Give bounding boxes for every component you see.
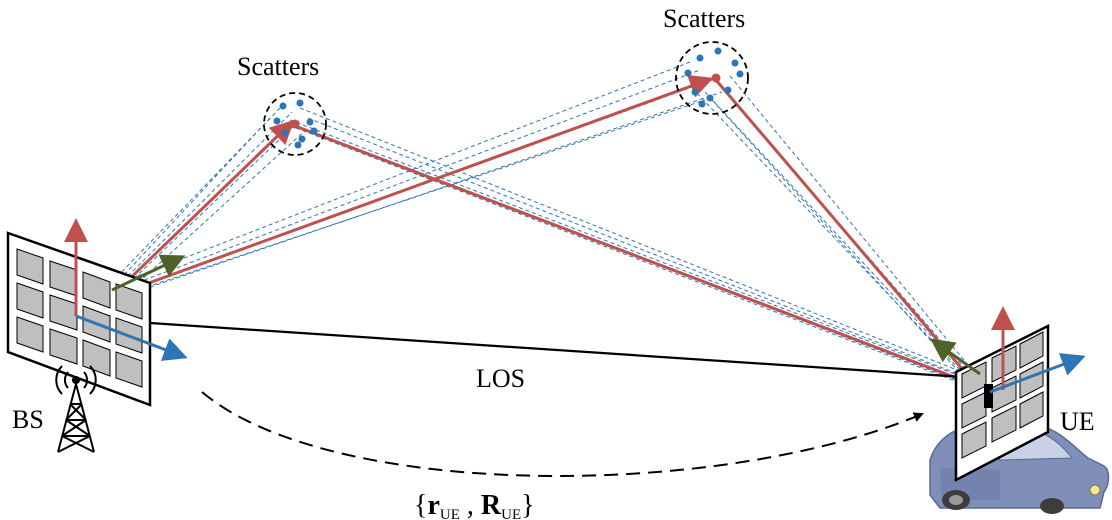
formula-R-sub: UE	[501, 507, 521, 520]
formula-open-brace: {	[414, 490, 427, 520]
main-paths	[116, 74, 977, 387]
formula-R: R	[481, 490, 502, 520]
bs-axes	[64, 218, 188, 361]
scatter-cluster-right	[675, 41, 749, 115]
scatters-right-label: Scatters	[663, 4, 745, 33]
tower-icon	[55, 365, 97, 453]
scatter-cluster-icon	[273, 99, 318, 149]
los-label: LOS	[476, 364, 525, 393]
los-line	[149, 321, 979, 380]
ue-axes	[930, 306, 1086, 394]
scatter-cluster-left	[263, 92, 327, 156]
bs-antenna-panel	[6, 231, 152, 407]
bs-label: BS	[12, 405, 44, 434]
scatter-cluster-icon	[684, 47, 744, 108]
scatters-left-label: Scatters	[237, 52, 319, 81]
formula-r: r	[427, 490, 439, 520]
ue-label: UE	[1060, 407, 1095, 436]
formula-close-brace: }	[521, 490, 534, 520]
formula-comma: ,	[460, 490, 481, 520]
ue-state-formula: {rUE , RUE}	[414, 490, 535, 520]
ue-antenna-panel	[954, 323, 1050, 483]
movement-arc	[201, 391, 924, 477]
formula-r-sub: UE	[440, 507, 460, 520]
